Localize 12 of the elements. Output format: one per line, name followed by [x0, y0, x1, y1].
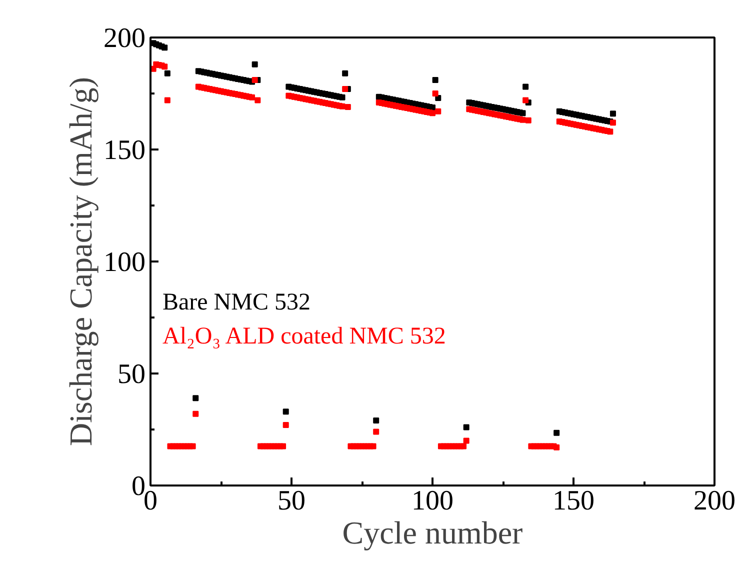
y-tick-label: 50	[118, 359, 146, 390]
x-tick-label: 200	[694, 486, 736, 516]
x-tick-label: 100	[412, 486, 454, 516]
text: Bare NMC 532	[162, 289, 310, 316]
x-axis-title: Cycle number	[342, 514, 524, 550]
x-tick-label: 50	[278, 486, 306, 516]
y-tick-label: 200	[104, 23, 146, 54]
text: Al₂O₃ ALD coated NMC 532	[162, 323, 446, 350]
y-axis-title: Discharge Capacity (mAh/g)	[62, 76, 98, 446]
x-tick-label: 150	[552, 486, 594, 516]
y-tick-label: 150	[104, 135, 146, 166]
y-tick-label: 100	[104, 247, 146, 278]
